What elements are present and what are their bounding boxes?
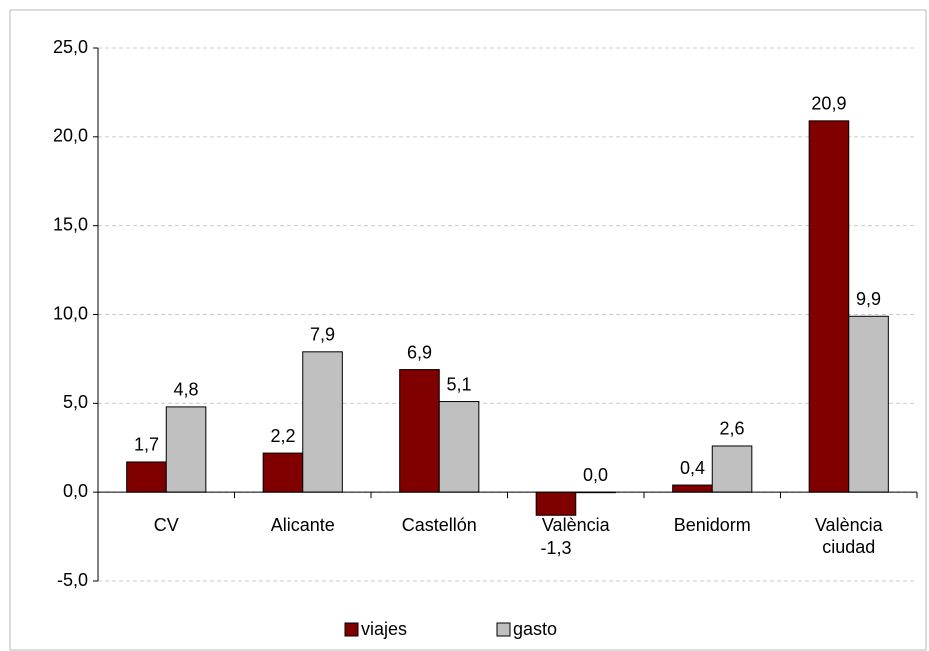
bar (711, 445, 753, 493)
bar (399, 369, 440, 493)
y-tick-label: 20,0 (53, 126, 88, 146)
bar (165, 406, 207, 493)
value-label: -1,3 (540, 538, 571, 558)
value-label: 2,2 (270, 426, 295, 446)
x-tick-label: CV (153, 515, 179, 536)
value-label: 20,9 (811, 94, 846, 114)
legend-label: viajes (361, 619, 407, 639)
x-tick-label: Alicante (270, 515, 335, 536)
y-tick-label: 5,0 (63, 392, 88, 412)
bar (262, 452, 304, 493)
x-tick-label: València ciudad (814, 515, 883, 558)
value-label: 6,9 (407, 342, 432, 362)
bar (672, 484, 713, 493)
x-tick-label: Benidorm (673, 515, 751, 536)
legend-swatch (344, 622, 359, 637)
y-tick-label: 15,0 (53, 214, 88, 234)
y-tick-label: -5,0 (57, 570, 88, 590)
legend-swatch (496, 622, 511, 637)
y-tick-label: 25,0 (53, 37, 88, 57)
x-tick-label: València (541, 515, 610, 536)
value-label: 9,9 (856, 289, 881, 309)
value-label: 7,9 (310, 325, 335, 345)
bar (535, 491, 577, 516)
value-label: 0,4 (680, 458, 705, 478)
value-label: 1,7 (134, 435, 159, 455)
value-label: 4,8 (174, 380, 199, 400)
value-label: 5,1 (447, 374, 472, 394)
chart-border (9, 9, 927, 651)
bar (808, 120, 850, 493)
x-tick-label: Castellón (401, 515, 477, 536)
value-label: 2,6 (720, 419, 745, 439)
value-label: 0,0 (583, 465, 608, 485)
legend-label: gasto (513, 619, 557, 639)
bar (438, 401, 480, 493)
y-tick-label: 10,0 (53, 303, 88, 323)
y-tick-label: 0,0 (63, 481, 88, 501)
bar (848, 315, 889, 493)
bar (302, 351, 343, 493)
bar (126, 461, 167, 493)
